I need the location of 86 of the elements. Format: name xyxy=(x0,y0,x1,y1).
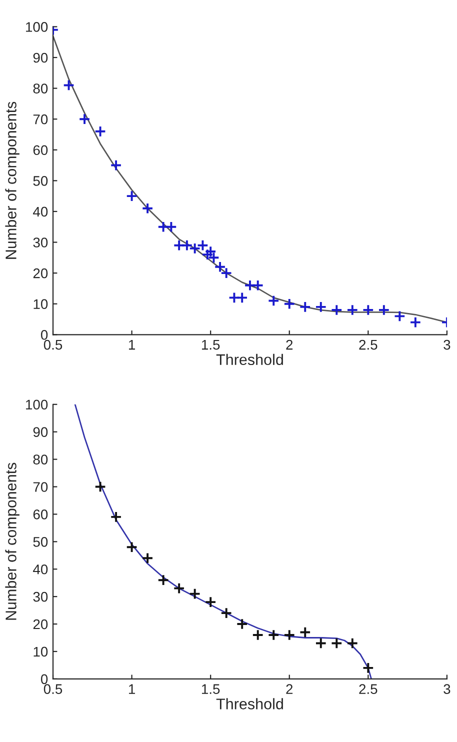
point xyxy=(410,316,422,328)
point xyxy=(214,261,226,273)
y-tick-label: 60 xyxy=(33,510,48,520)
y-tick-label: 20 xyxy=(33,619,48,630)
point xyxy=(236,618,248,630)
point xyxy=(346,304,358,316)
point xyxy=(173,239,185,252)
point xyxy=(181,239,193,252)
x-tick-label: 0.5 xyxy=(44,340,62,350)
point xyxy=(378,304,390,316)
point xyxy=(220,267,232,279)
point xyxy=(268,294,280,307)
point xyxy=(94,480,106,493)
x-tick-label: 1.5 xyxy=(202,340,220,350)
y-axis-title: Number of components xyxy=(5,102,20,259)
point xyxy=(188,588,201,600)
point xyxy=(346,637,358,650)
x-tick-label: 3 xyxy=(444,684,450,694)
x-tick-label: 0.5 xyxy=(44,684,62,694)
point xyxy=(94,126,106,138)
y-tick-label: 70 xyxy=(33,482,48,492)
point xyxy=(220,607,232,619)
y-tick-label: 20 xyxy=(33,268,48,278)
line-series xyxy=(74,404,372,679)
y-tick-label: 0 xyxy=(40,674,48,684)
point xyxy=(110,159,122,172)
point xyxy=(126,190,138,202)
point xyxy=(299,301,312,313)
point xyxy=(142,202,154,214)
y-tick-label: 90 xyxy=(33,427,48,438)
point xyxy=(252,279,264,292)
point xyxy=(315,637,327,650)
point xyxy=(283,629,296,641)
point xyxy=(126,541,138,554)
x-tick-label: 2.5 xyxy=(359,684,378,694)
y-tick-label: 70 xyxy=(33,114,48,124)
point xyxy=(362,304,374,316)
x-tick-label: 2 xyxy=(286,340,293,350)
point xyxy=(204,596,216,608)
y-tick-label: 40 xyxy=(33,206,48,217)
point xyxy=(204,246,216,258)
point xyxy=(330,304,343,316)
point xyxy=(268,629,280,641)
point xyxy=(299,626,312,638)
x-tick-label: 1 xyxy=(128,340,135,350)
x-tick-label: 1.5 xyxy=(202,684,220,694)
y-tick-label: 50 xyxy=(33,176,48,186)
point xyxy=(330,637,343,650)
y-tick-label: 100 xyxy=(26,22,48,32)
line-series xyxy=(53,35,447,324)
point xyxy=(78,113,90,125)
y-tick-label: 30 xyxy=(33,592,48,602)
point xyxy=(157,574,170,586)
y-tick-label: 90 xyxy=(33,52,48,63)
point xyxy=(157,220,170,233)
y-tick-label: 80 xyxy=(33,84,48,94)
point xyxy=(236,292,248,304)
point xyxy=(165,220,178,233)
y-tick-label: 0 xyxy=(40,330,48,340)
y-tick-label: 10 xyxy=(34,646,48,657)
x-axis-title: Threshold xyxy=(216,354,283,366)
point xyxy=(362,662,374,674)
point xyxy=(173,582,185,594)
point xyxy=(283,298,296,310)
x-tick-label: 1 xyxy=(128,684,135,694)
x-axis-title: Threshold xyxy=(216,698,283,710)
point xyxy=(202,248,214,260)
x-tick-label: 3 xyxy=(444,340,450,350)
x-tick-label: 2.5 xyxy=(359,340,378,350)
point xyxy=(208,252,220,264)
point xyxy=(394,310,406,322)
x-tick-label: 2 xyxy=(286,684,293,694)
y-tick-label: 40 xyxy=(33,564,48,574)
y-tick-label: 30 xyxy=(33,238,48,248)
point xyxy=(62,79,75,92)
point xyxy=(315,301,327,313)
y-tick-label: 50 xyxy=(33,536,48,547)
y-tick-label: 60 xyxy=(33,145,48,156)
point xyxy=(142,552,154,564)
y-tick-label: 10 xyxy=(34,299,48,310)
y-tick-label: 100 xyxy=(26,400,48,410)
point xyxy=(244,279,256,292)
y-axis-title: Number of components xyxy=(5,462,20,620)
point xyxy=(110,511,122,523)
point xyxy=(252,629,264,641)
y-tick-label: 80 xyxy=(33,454,48,464)
